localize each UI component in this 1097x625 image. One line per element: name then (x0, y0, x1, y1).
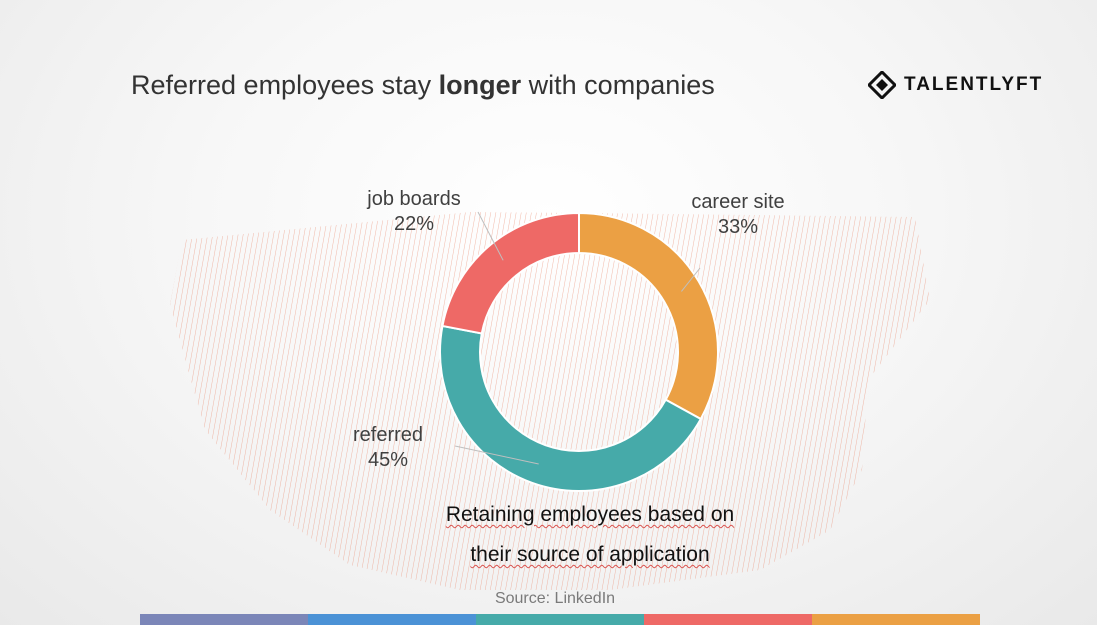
slice-labels: career site 33% referred 45% job boards 22% (353, 188, 785, 471)
footer-color-segment (644, 614, 812, 625)
talentlyft-logo: TALENTLYFT (868, 70, 1043, 100)
title-emphasis: longer (438, 70, 522, 100)
slice-category-label: job boards (366, 188, 460, 210)
footer-color-segment (812, 614, 980, 625)
footer-color-segment (140, 614, 308, 625)
footer-color-segment (308, 614, 476, 625)
logo-text: TALENTLYFT (904, 74, 1044, 95)
slide-title: Referred employees stay longer with comp… (131, 70, 715, 101)
footer-color-segment (476, 614, 644, 625)
talentlyft-logo-icon (868, 71, 896, 99)
leader-line (454, 445, 539, 465)
slice-value-label: 33% (718, 216, 758, 238)
slice-value-label: 45% (368, 449, 408, 471)
chart-caption-line-2: their source of application (470, 543, 710, 566)
slice-category-label: career site (691, 191, 784, 213)
title-part-2: with companies (521, 70, 715, 100)
chart-caption-line-1: Retaining employees based on (445, 503, 735, 526)
donut-slice (439, 324, 703, 492)
slice-category-label: referred (353, 424, 423, 446)
title-part-1: Referred employees stay (131, 70, 439, 100)
slice-value-label: 22% (394, 213, 434, 235)
source-note: Source: LinkedIn (494, 590, 616, 607)
leader-lines (454, 211, 701, 465)
donut-slice (578, 211, 719, 421)
donut-slices (439, 211, 719, 492)
leader-line (681, 267, 701, 292)
footer-color-bar (140, 614, 980, 625)
donut-slice (441, 211, 580, 335)
leader-line (477, 211, 504, 261)
hatched-background-shape (170, 212, 930, 590)
